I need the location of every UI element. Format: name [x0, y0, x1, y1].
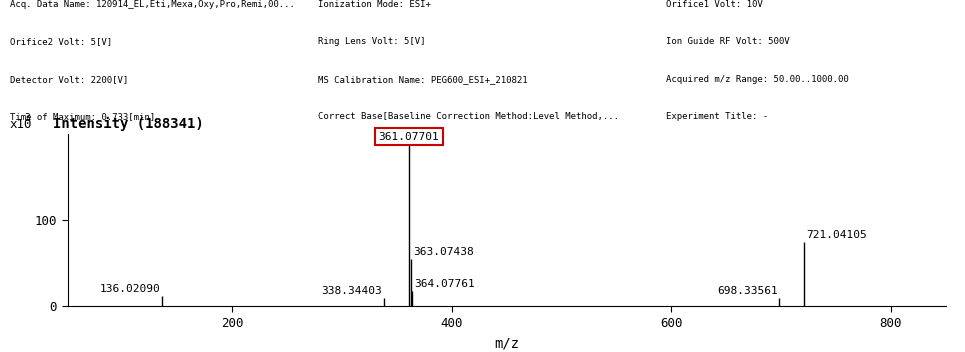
- Text: Orifice2 Volt: 5[V]: Orifice2 Volt: 5[V]: [10, 37, 112, 46]
- Text: Orifice1 Volt: 10V: Orifice1 Volt: 10V: [666, 0, 762, 9]
- Text: 338.34403: 338.34403: [321, 286, 382, 296]
- Text: Ionization Mode: ESI+: Ionization Mode: ESI+: [318, 0, 431, 9]
- Text: 364.07761: 364.07761: [414, 279, 475, 289]
- Text: MS Calibration Name: PEG600_ESI+_210821: MS Calibration Name: PEG600_ESI+_210821: [318, 75, 528, 84]
- Text: Ring Lens Volt: 5[V]: Ring Lens Volt: 5[V]: [318, 37, 426, 46]
- Text: Intensity (188341): Intensity (188341): [53, 117, 204, 131]
- Text: Experiment Title: -: Experiment Title: -: [666, 112, 768, 121]
- Text: 721.04105: 721.04105: [806, 230, 867, 240]
- Text: 136.02090: 136.02090: [99, 284, 160, 294]
- Text: 698.33561: 698.33561: [717, 286, 778, 296]
- Text: 3: 3: [24, 113, 30, 123]
- Text: Time of Maximum: 0.733[min]: Time of Maximum: 0.733[min]: [10, 112, 154, 121]
- X-axis label: m/z: m/z: [494, 337, 519, 351]
- Text: x10: x10: [10, 118, 32, 131]
- Text: Detector Volt: 2200[V]: Detector Volt: 2200[V]: [10, 75, 128, 84]
- Text: Correct Base[Baseline Correction Method:Level Method,...: Correct Base[Baseline Correction Method:…: [318, 112, 620, 121]
- Text: 363.07438: 363.07438: [413, 247, 474, 257]
- Text: 361.07701: 361.07701: [378, 132, 439, 142]
- Text: Ion Guide RF Volt: 500V: Ion Guide RF Volt: 500V: [666, 37, 789, 46]
- Text: Acq. Data Name: 120914_EL,Eti,Mexa,Oxy,Pro,Remi,00...: Acq. Data Name: 120914_EL,Eti,Mexa,Oxy,P…: [10, 0, 294, 9]
- Text: Acquired m/z Range: 50.00..1000.00: Acquired m/z Range: 50.00..1000.00: [666, 75, 848, 84]
